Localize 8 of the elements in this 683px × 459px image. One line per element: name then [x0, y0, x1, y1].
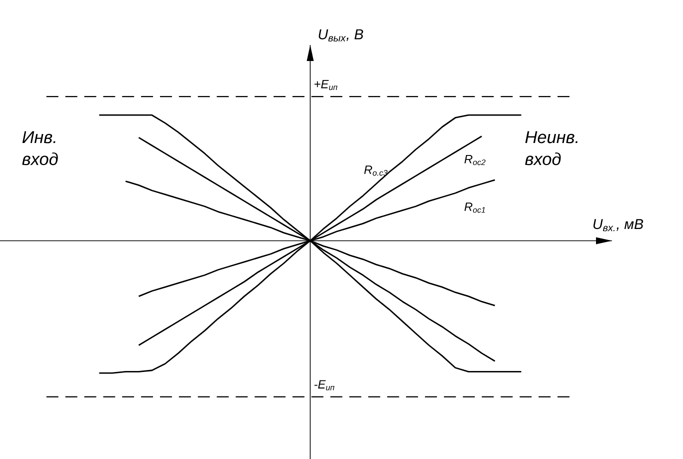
text: U$_{вых}$, В [318, 29, 364, 42]
ref-line-label: -E$_{ип}$ [314, 380, 334, 390]
annotation: Неинв. вход [525, 131, 578, 166]
series-label: R$_{ос2}$ [464, 155, 486, 166]
series-label: R$_{ос1}$ [464, 202, 485, 213]
text: Инв. вход [22, 131, 58, 166]
text: U$_{вх.}$, мВ [593, 219, 644, 232]
ref-line-label: +E$_{ип}$ [314, 80, 338, 90]
